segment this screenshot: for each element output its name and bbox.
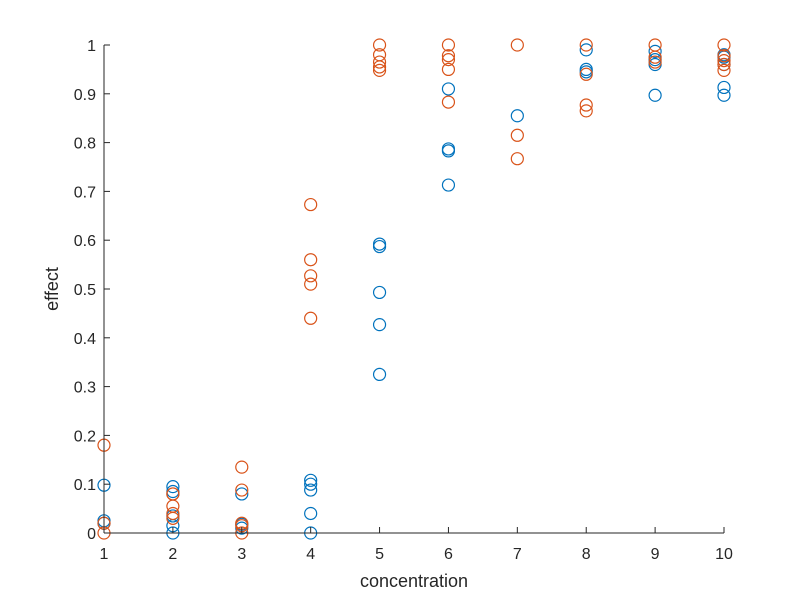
data-point xyxy=(304,477,318,491)
data-point xyxy=(304,253,318,267)
y-tick-label: 0.7 xyxy=(74,184,96,201)
data-point xyxy=(441,82,456,96)
data-point xyxy=(166,487,180,501)
data-point xyxy=(304,311,318,325)
data-point xyxy=(304,197,318,212)
data-point xyxy=(372,237,387,251)
data-point xyxy=(441,142,456,156)
data-point xyxy=(717,63,731,77)
data-point xyxy=(235,483,249,497)
data-point xyxy=(304,473,318,487)
data-point xyxy=(304,277,318,291)
y-tick-label: 0.1 xyxy=(74,477,96,494)
x-tick-label: 2 xyxy=(168,546,177,563)
data-point xyxy=(304,269,318,283)
x-tick-label: 8 xyxy=(582,546,591,563)
data-point xyxy=(579,98,593,112)
data-point xyxy=(372,55,387,69)
data-point xyxy=(372,367,387,381)
y-axis-title: effect xyxy=(42,267,62,311)
data-points xyxy=(97,38,731,540)
data-point xyxy=(579,104,593,118)
data-point xyxy=(441,95,456,109)
data-point xyxy=(717,57,731,72)
y-tick-label: 0.9 xyxy=(74,87,96,104)
data-point xyxy=(372,285,387,300)
data-point xyxy=(304,506,318,521)
data-point xyxy=(510,38,524,52)
x-tick-label: 10 xyxy=(715,546,733,563)
data-point xyxy=(372,63,387,77)
data-point xyxy=(304,483,318,497)
data-point xyxy=(717,38,731,52)
data-point xyxy=(717,88,731,102)
data-point xyxy=(235,487,249,501)
x-tick-label: 9 xyxy=(651,546,660,563)
data-point xyxy=(717,49,731,63)
data-point xyxy=(579,67,593,81)
y-tick-label: 0.5 xyxy=(74,282,96,299)
data-point xyxy=(441,178,456,192)
data-point xyxy=(166,506,180,521)
data-point xyxy=(441,62,456,77)
data-point xyxy=(372,318,387,332)
data-point xyxy=(579,43,593,57)
data-point xyxy=(648,38,662,52)
data-point xyxy=(648,55,662,69)
data-point xyxy=(372,239,387,254)
data-point xyxy=(441,53,456,67)
y-tick-label: 0.2 xyxy=(74,428,96,445)
x-tick-label: 7 xyxy=(513,546,522,563)
y-tick-label: 0.6 xyxy=(74,233,96,250)
y-tick-label: 1 xyxy=(87,38,96,55)
data-point xyxy=(648,44,662,58)
data-point xyxy=(372,38,387,52)
data-point xyxy=(372,48,387,62)
x-tick-label: 3 xyxy=(237,546,246,563)
y-tick-label: 0.8 xyxy=(74,136,96,153)
data-point xyxy=(510,128,524,142)
y-tick-label: 0.3 xyxy=(74,380,96,397)
data-point xyxy=(441,49,456,63)
x-tick-label: 4 xyxy=(306,546,315,563)
data-point xyxy=(510,152,524,166)
x-tick-label: 5 xyxy=(375,546,384,563)
data-point xyxy=(510,109,524,123)
data-point xyxy=(648,88,662,102)
data-point xyxy=(441,38,456,52)
data-point xyxy=(579,38,593,52)
data-point xyxy=(166,480,180,494)
x-tick-label: 6 xyxy=(444,546,453,563)
data-point xyxy=(579,62,593,77)
data-point xyxy=(579,65,593,79)
data-point xyxy=(717,54,731,68)
axes: 1 2 3 4 5 6 7 8 9 10 0 0.1 0.2 0.3 0.4 0.5 0.6 0.7 0.8 0.9 1 xyxy=(74,38,733,563)
x-axis-title: concentration xyxy=(360,571,468,591)
x-tick-label: 1 xyxy=(100,546,109,563)
y-tick-label: 0.4 xyxy=(74,331,96,348)
data-point xyxy=(235,460,249,474)
y-tick-label: 0 xyxy=(87,526,96,543)
data-point xyxy=(717,80,731,95)
